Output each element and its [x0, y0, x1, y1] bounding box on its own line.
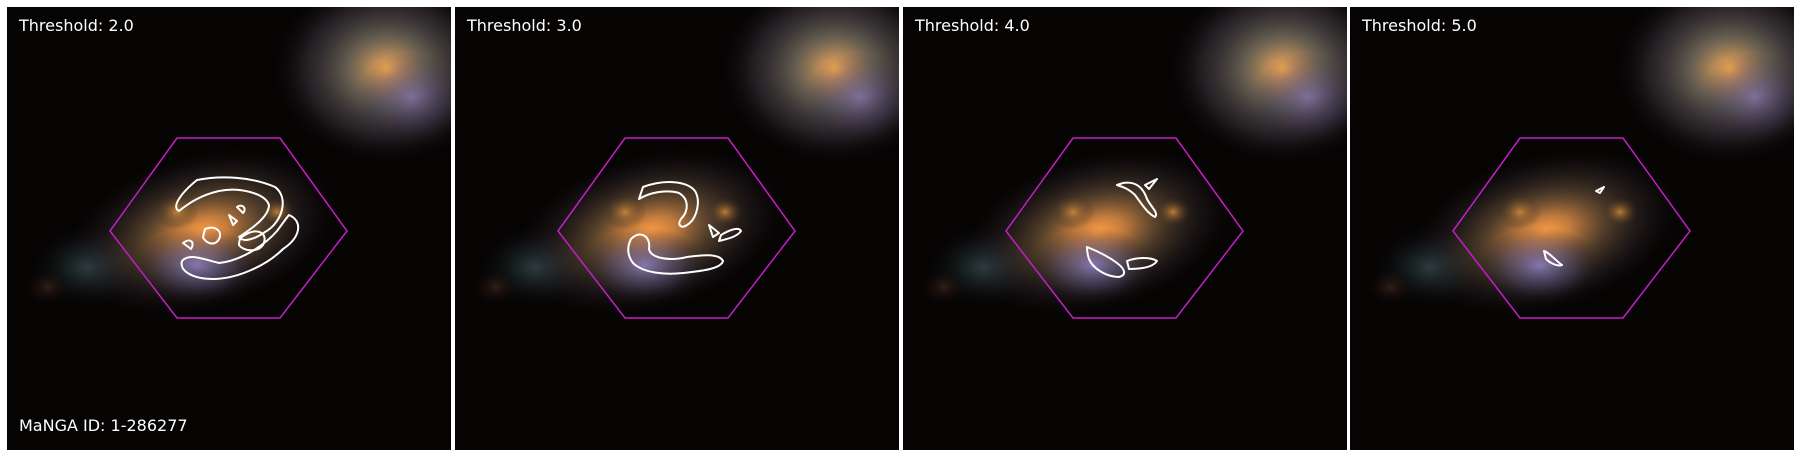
- contour-set: [1543, 186, 1605, 267]
- panel-threshold-5: Threshold: 5.0: [1350, 7, 1794, 450]
- contour-set: [1086, 178, 1158, 278]
- galaxy-image: [7, 7, 451, 450]
- panel-threshold-3: Threshold: 3.0: [455, 7, 899, 450]
- contour-set: [627, 181, 742, 275]
- galaxy-image: [455, 7, 899, 450]
- panel-threshold-4: Threshold: 4.0: [903, 7, 1347, 450]
- threshold-label: Threshold: 3.0: [467, 16, 582, 35]
- galaxy-id-label: MaNGA ID: 1-286277: [19, 416, 188, 435]
- threshold-label: Threshold: 2.0: [19, 16, 134, 35]
- panel-threshold-2: Threshold: 2.0 MaNGA ID: 1-286277: [7, 7, 451, 450]
- galaxy-image: [1350, 7, 1794, 450]
- galaxy-image: [903, 7, 1347, 450]
- threshold-label: Threshold: 4.0: [915, 16, 1030, 35]
- threshold-label: Threshold: 5.0: [1362, 16, 1477, 35]
- contour-set: [175, 176, 299, 280]
